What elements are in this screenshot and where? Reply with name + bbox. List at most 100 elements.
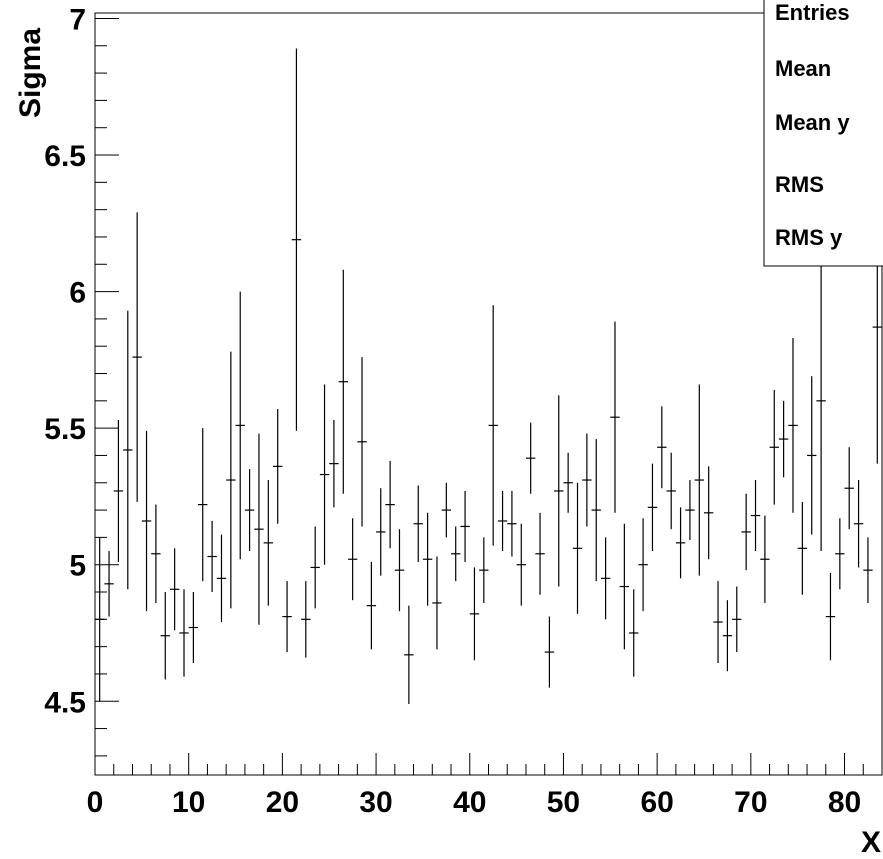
data-point — [769, 389, 779, 505]
y-axis-title: Sigma — [14, 28, 47, 118]
data-point — [263, 480, 274, 606]
data-point — [703, 466, 714, 560]
data-point — [413, 485, 423, 562]
data-point — [385, 460, 395, 549]
data-point — [685, 480, 695, 541]
data-point — [507, 490, 517, 557]
data-point — [657, 406, 667, 489]
data-point — [169, 548, 180, 631]
data-point — [600, 537, 611, 620]
data-point — [572, 482, 583, 614]
data-point — [432, 556, 442, 650]
data-points — [95, 48, 882, 704]
x-tick-label: 20 — [266, 786, 299, 819]
data-point — [647, 463, 658, 552]
data-point — [488, 305, 498, 546]
data-point — [160, 592, 170, 680]
stats-label-mean: Mean — [775, 56, 831, 81]
y-tick-label: 7 — [69, 3, 86, 36]
data-point — [582, 433, 592, 527]
data-point — [95, 537, 105, 702]
data-point — [807, 376, 817, 535]
data-point — [563, 452, 573, 513]
data-point — [347, 518, 358, 601]
y-tick-label: 4.5 — [44, 686, 86, 719]
data-point — [329, 419, 339, 508]
x-tick-label: 60 — [640, 786, 673, 819]
data-point — [404, 605, 414, 704]
data-point — [694, 384, 704, 576]
data-point — [141, 430, 152, 612]
data-point — [301, 581, 311, 658]
data-point — [713, 581, 723, 664]
data-point — [844, 447, 854, 530]
data-point — [376, 488, 386, 576]
data-point — [825, 572, 836, 661]
data-point — [273, 409, 283, 524]
data-point — [441, 482, 452, 538]
data-point — [610, 321, 620, 513]
data-point — [591, 439, 601, 582]
data-point — [291, 48, 302, 431]
x-tick-label: 0 — [87, 786, 104, 819]
data-point — [226, 351, 236, 609]
data-point — [797, 501, 808, 595]
data-point — [179, 589, 189, 677]
stats-label-rms-y: RMS y — [775, 225, 843, 250]
stats-box-frame — [763, 0, 883, 267]
data-point — [629, 589, 639, 677]
data-point — [619, 523, 630, 650]
stats-box: Entries Mean Mean y RMS RMS y — [763, 0, 883, 267]
data-point — [460, 490, 470, 562]
data-point — [310, 526, 320, 609]
data-point — [338, 269, 348, 494]
data-point — [788, 338, 798, 513]
data-point — [853, 480, 864, 568]
stats-label-entries: Entries — [775, 0, 850, 25]
data-point — [835, 518, 845, 590]
stats-label-mean-y: Mean y — [775, 110, 850, 135]
x-tick-label: 40 — [453, 786, 486, 819]
y-tick-label: 5 — [69, 550, 86, 583]
data-point — [422, 512, 433, 606]
data-point — [104, 551, 114, 617]
x-axis-title: X — [861, 826, 881, 859]
data-point — [282, 581, 292, 653]
data-point — [235, 291, 245, 560]
data-point — [750, 480, 761, 552]
y-tick-label: 6 — [69, 277, 86, 310]
x-tick-label: 80 — [828, 786, 861, 819]
y-tick-label: 6.5 — [44, 140, 86, 173]
data-point — [760, 515, 770, 603]
data-point — [778, 400, 789, 478]
data-point — [638, 518, 648, 612]
data-point — [198, 428, 208, 582]
data-point — [254, 433, 264, 625]
data-point — [151, 504, 161, 603]
data-point — [741, 493, 751, 571]
stats-label-rms: RMS — [775, 172, 824, 197]
x-tick-label: 50 — [547, 786, 580, 819]
data-point — [216, 534, 227, 623]
data-point — [113, 419, 124, 562]
data-point — [357, 357, 367, 527]
data-point — [554, 395, 564, 587]
data-point — [123, 310, 133, 590]
data-point — [469, 567, 480, 661]
data-point — [451, 526, 461, 582]
data-point — [132, 212, 142, 502]
data-point — [207, 521, 217, 593]
data-point — [188, 592, 199, 664]
x-tick-label: 70 — [734, 786, 767, 819]
data-point — [535, 512, 545, 595]
x-tick-label: 30 — [359, 786, 392, 819]
data-point — [516, 523, 526, 606]
x-tick-label: 10 — [172, 786, 205, 819]
data-point — [479, 537, 489, 603]
data-point — [863, 537, 873, 603]
data-point — [244, 469, 255, 552]
data-point — [497, 490, 508, 552]
data-point — [732, 586, 742, 653]
data-point — [666, 452, 676, 530]
